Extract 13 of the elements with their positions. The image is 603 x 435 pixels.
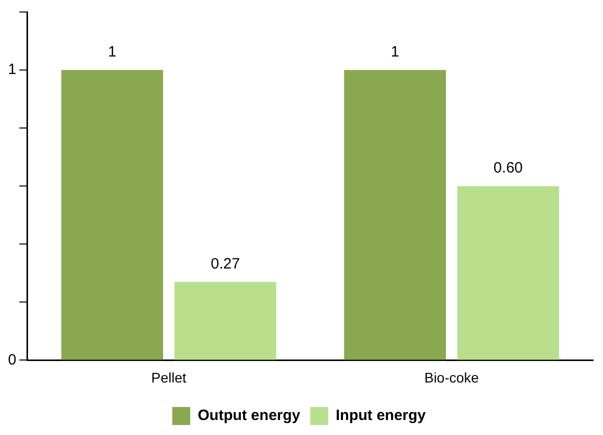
x-tick-label: Bio-coke xyxy=(424,369,480,386)
legend-label: Input energy xyxy=(336,407,426,424)
legend-label: Output energy xyxy=(198,407,301,424)
data-label: 1 xyxy=(108,44,116,61)
bar xyxy=(457,186,560,360)
bar xyxy=(174,282,276,360)
y-tick-label: 0 xyxy=(8,351,16,368)
x-tick-label: Pellet xyxy=(151,369,186,386)
data-label: 1 xyxy=(390,44,400,61)
bar xyxy=(344,70,446,360)
data-label: 0.27 xyxy=(210,255,240,272)
data-label: 0.60 xyxy=(494,160,523,177)
bar xyxy=(61,70,164,360)
